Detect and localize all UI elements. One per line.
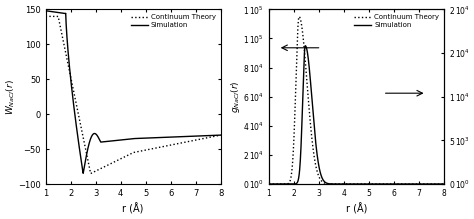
Legend: Continuum Theory, Simulation: Continuum Theory, Simulation	[353, 13, 440, 30]
Continuum Theory	[296, 15, 302, 18]
Simulation	[52, 11, 57, 13]
Simulation	[213, 134, 219, 137]
Legend: Continuum Theory, Simulation: Continuum Theory, Simulation	[129, 13, 217, 30]
Simulation	[436, 183, 442, 185]
Simulation	[123, 138, 129, 141]
Y-axis label: $W_{NaCl}(r)$: $W_{NaCl}(r)$	[4, 79, 17, 115]
Continuum Theory	[128, 152, 134, 155]
Continuum Theory	[351, 183, 357, 185]
Continuum Theory	[213, 135, 219, 137]
Simulation	[128, 138, 134, 140]
Line: Continuum Theory: Continuum Theory	[46, 16, 220, 173]
Simulation	[181, 135, 186, 138]
Simulation	[80, 172, 86, 175]
Simulation	[404, 183, 410, 185]
Continuum Theory	[436, 183, 442, 185]
Continuum Theory	[346, 183, 352, 185]
Continuum Theory	[52, 15, 57, 18]
Line: Simulation: Simulation	[269, 46, 444, 184]
Y-axis label: $g_{NaCl}(r)$: $g_{NaCl}(r)$	[229, 80, 242, 113]
Simulation	[441, 183, 447, 185]
Line: Simulation: Simulation	[46, 11, 220, 173]
Continuum Theory	[218, 134, 223, 136]
Continuum Theory	[436, 183, 442, 185]
Continuum Theory	[441, 183, 447, 185]
Continuum Theory	[266, 183, 272, 185]
X-axis label: r (Å): r (Å)	[346, 203, 367, 215]
X-axis label: r (Å): r (Å)	[122, 203, 144, 215]
Continuum Theory	[123, 155, 129, 157]
Continuum Theory	[404, 183, 410, 185]
Continuum Theory	[43, 15, 48, 18]
Simulation	[351, 183, 357, 185]
Simulation	[43, 9, 48, 12]
Simulation	[346, 183, 352, 185]
Simulation	[436, 183, 442, 185]
Continuum Theory	[275, 183, 281, 185]
Simulation	[275, 183, 281, 185]
Line: Continuum Theory: Continuum Theory	[269, 17, 444, 184]
Continuum Theory	[88, 172, 93, 175]
Simulation	[302, 44, 308, 47]
Simulation	[218, 134, 223, 136]
Continuum Theory	[213, 135, 219, 138]
Continuum Theory	[181, 141, 186, 144]
Simulation	[213, 134, 219, 137]
Simulation	[266, 183, 272, 185]
